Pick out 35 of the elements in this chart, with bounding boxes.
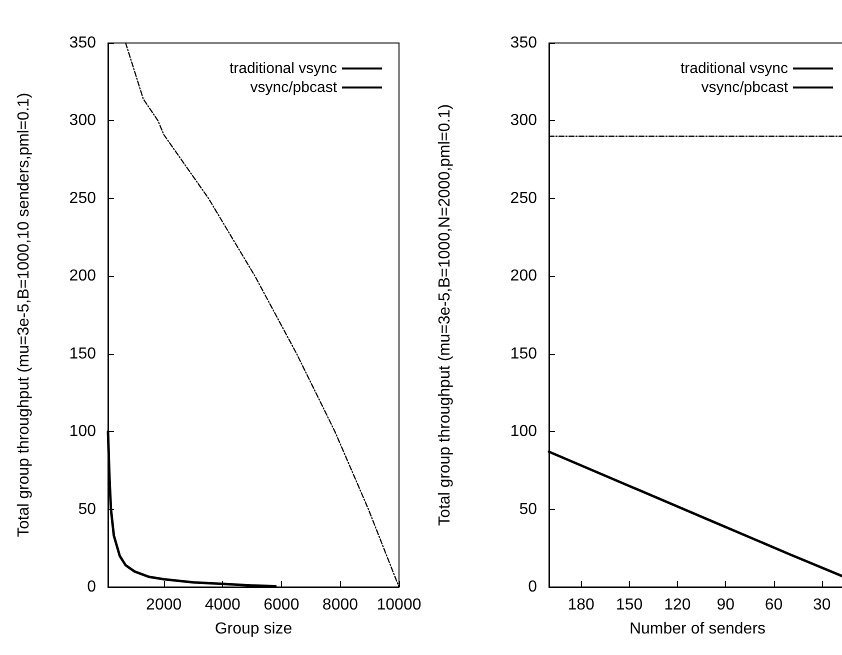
x-axis-title: Group size — [214, 620, 292, 638]
y-axis-title: Total group throughput (mu=3e-5,B=1000,10 senders,pml=0.1) — [16, 92, 32, 538]
y-tick-label: 50 — [519, 500, 538, 518]
y-tick-label: 300 — [510, 112, 538, 130]
y-tick-label: 150 — [69, 345, 96, 362]
y-tick-label: 0 — [528, 578, 538, 596]
y-tick-label: 100 — [69, 423, 96, 440]
x-tick-label: 30 — [813, 596, 831, 614]
legend-label: vsync/pbcast — [250, 79, 338, 96]
x-tick-label: 150 — [616, 596, 643, 614]
y-tick-label: 100 — [510, 423, 538, 440]
x-tick-label: 4000 — [204, 596, 241, 614]
x-tick-label: 120 — [664, 596, 691, 614]
y-tick-label: 150 — [510, 345, 538, 362]
x-tick-label: 10000 — [376, 596, 422, 614]
legend-label: traditional vsync — [680, 60, 788, 77]
x-tick-label: 180 — [568, 596, 595, 614]
x-tick-label: 90 — [716, 596, 735, 614]
y-tick-label: 200 — [69, 268, 96, 285]
y-tick-label: 350 — [510, 34, 538, 52]
x-axis-title: Number of senders — [629, 620, 766, 638]
y-tick-label: 350 — [69, 34, 96, 52]
y-axis-title: Total group throughput (mu=3e-5,B=1000,N=2000,pml=0.1) — [436, 104, 454, 526]
y-tick-label: 200 — [510, 268, 538, 285]
x-tick-label: 60 — [764, 596, 783, 614]
y-tick-label: 0 — [87, 578, 96, 596]
legend-label: traditional vsync — [229, 60, 338, 77]
y-tick-label: 300 — [69, 112, 96, 130]
legend-label: vsync/pbcast — [701, 79, 789, 96]
y-tick-label: 50 — [78, 500, 96, 518]
y-tick-label: 250 — [69, 190, 96, 207]
x-tick-label: 6000 — [264, 596, 300, 614]
x-tick-label: 8000 — [322, 596, 358, 614]
y-tick-label: 250 — [510, 190, 538, 207]
x-tick-label: 2000 — [146, 596, 182, 614]
